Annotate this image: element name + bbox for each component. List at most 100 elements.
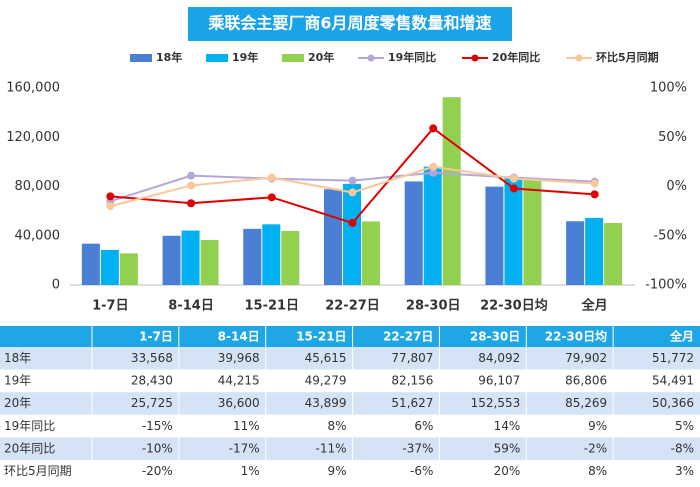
table-header: 22-27日 (383, 330, 433, 344)
legend-swatch (130, 54, 152, 62)
point (348, 176, 357, 185)
table-cell: 50,366 (652, 396, 694, 410)
table-cell: 6% (414, 419, 433, 433)
row-label: 20年同比 (4, 441, 55, 455)
table-cell: 49,279 (305, 374, 347, 388)
x-tick-label: 8-14日 (168, 299, 214, 314)
table-row-bg (0, 392, 700, 415)
point (429, 168, 438, 177)
point (187, 199, 196, 208)
table-cell: 86,806 (565, 374, 607, 388)
chart-title: 乘联会主要厂商6月周度零售数量和增速 (207, 14, 491, 33)
table-row-bg (0, 460, 700, 483)
point (590, 179, 599, 188)
legend-label: 环比5月同期 (596, 50, 659, 64)
point (429, 162, 438, 171)
table-cell: 28,430 (131, 374, 173, 388)
point (267, 193, 276, 202)
legend-label: 20年 (308, 50, 334, 64)
table-header: 15-21日 (296, 330, 346, 344)
bar (200, 239, 219, 285)
y-tick-label: 0 (52, 278, 60, 293)
row-label: 19年 (4, 374, 31, 388)
y-tick-label: 80,000 (15, 179, 61, 194)
legend-label: 19年同比 (388, 50, 436, 64)
table-row-bg (0, 414, 700, 438)
bar (100, 249, 119, 285)
table-row-bg (0, 369, 700, 393)
point (348, 188, 357, 197)
table-cell: -8% (671, 441, 694, 455)
table-cell: -15% (142, 419, 173, 433)
table-cell: 14% (494, 419, 521, 433)
title-box (188, 7, 512, 41)
table-cell: 9% (328, 464, 347, 478)
table-cell: 85,269 (565, 396, 607, 410)
point (429, 124, 438, 133)
table-cell: -11% (316, 441, 347, 455)
table-cell: 43,899 (305, 396, 347, 410)
point (187, 171, 196, 180)
legend-label: 18年 (156, 50, 182, 64)
point (106, 192, 115, 201)
bar (243, 228, 262, 285)
table-cell: -17% (229, 441, 260, 455)
table-cell: 45,615 (305, 351, 347, 365)
legend-label: 20年同比 (492, 50, 540, 64)
table-cell: 3% (675, 464, 694, 478)
point (348, 218, 357, 227)
point (187, 181, 196, 190)
table-row-bg (0, 437, 700, 460)
table-header: 1-7日 (139, 330, 173, 344)
bar (119, 253, 138, 285)
y-tick-label: 120,000 (6, 130, 60, 145)
bar (504, 178, 523, 285)
table-cell: 82,156 (391, 374, 433, 388)
bar (485, 186, 504, 285)
y-tick-label: 160,000 (6, 81, 60, 96)
table-header-bg (0, 326, 700, 347)
table-cell: 84,092 (478, 351, 520, 365)
legend-dot (575, 54, 583, 62)
bar (162, 235, 181, 285)
table-cell: 79,902 (565, 351, 607, 365)
table-header: 28-30日 (470, 330, 520, 344)
bar (81, 243, 100, 285)
table-cell: 77,807 (391, 351, 433, 365)
y2-tick-label: 100% (650, 81, 687, 96)
bar (604, 222, 623, 285)
y2-tick-label: -50% (653, 228, 687, 243)
table-cell: 20% (494, 464, 521, 478)
table-cell: 5% (675, 419, 694, 433)
bar (404, 181, 423, 285)
y2-tick-label: 50% (658, 130, 687, 145)
y2-tick-label: 0% (666, 179, 687, 194)
x-tick-label: 1-7日 (92, 299, 129, 314)
table-header: 8-14日 (218, 330, 260, 344)
point (267, 173, 276, 182)
x-tick-label: 22-30日均 (480, 298, 548, 314)
point (509, 174, 518, 183)
legend-swatch (206, 54, 228, 62)
y-tick-label: 40,000 (15, 228, 61, 243)
bar (523, 180, 542, 285)
bar (281, 230, 300, 285)
table-cell: 96,107 (478, 374, 520, 388)
table-cell: 25,725 (131, 396, 173, 410)
table-header: 22-30日均 (545, 329, 607, 344)
bar (585, 217, 604, 285)
table-header: 全月 (669, 329, 694, 344)
table-cell: 39,968 (218, 351, 260, 365)
legend-swatch (282, 54, 304, 62)
x-tick-label: 全月 (581, 298, 608, 314)
table-cell: 11% (233, 419, 260, 433)
legend-label: 19年 (232, 50, 258, 64)
table-cell: 36,600 (218, 396, 260, 410)
x-tick-label: 15-21日 (244, 299, 299, 314)
table-cell: -2% (584, 441, 607, 455)
row-label: 18年 (4, 351, 31, 365)
row-label: 20年 (4, 396, 31, 410)
table-cell: -10% (142, 441, 173, 455)
y2-tick-label: -100% (645, 278, 687, 293)
